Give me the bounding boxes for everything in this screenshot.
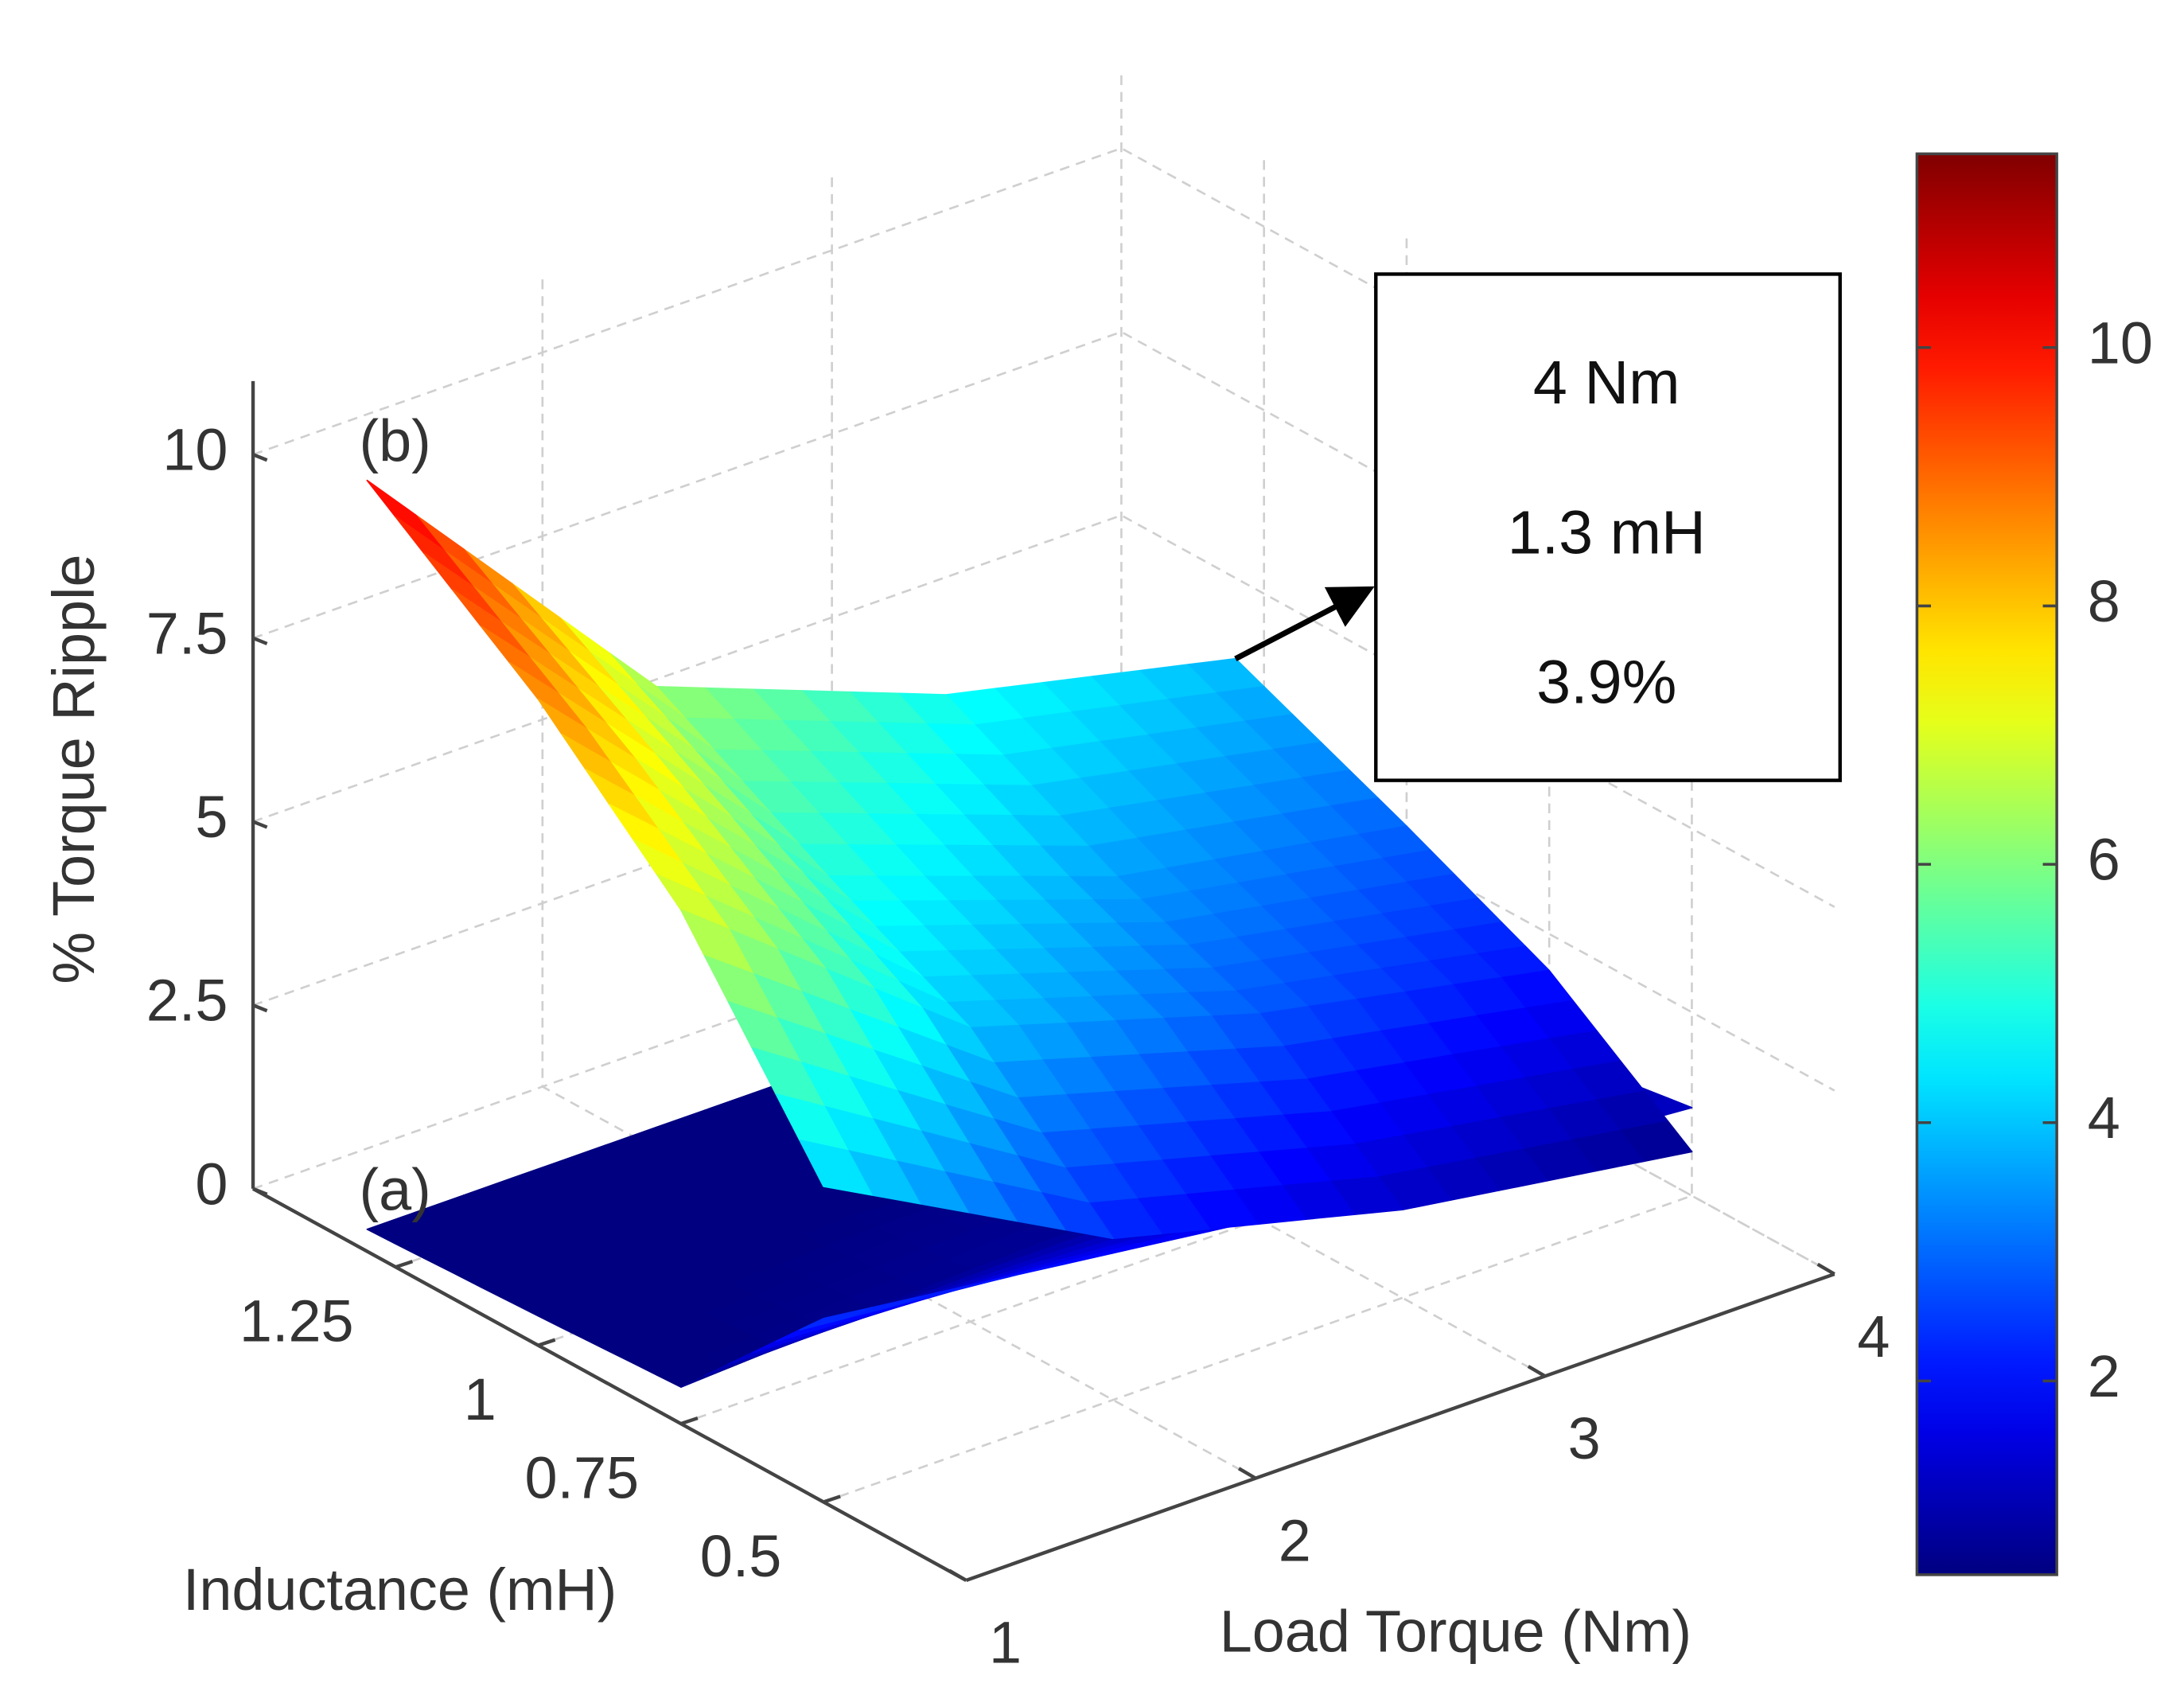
- y-tick-label: 0.75: [524, 1444, 639, 1510]
- annotation-text: 1.3 mH: [1508, 498, 1706, 567]
- surface-patch: [799, 1307, 873, 1331]
- y-tick: [537, 1338, 556, 1347]
- y-tick-label: 1: [464, 1366, 496, 1432]
- z-tick: [252, 1003, 268, 1013]
- colorbar-tick-label: 4: [2088, 1085, 2120, 1151]
- x-tick-label: 2: [1279, 1507, 1311, 1573]
- z-axis-label: % Torque Ripple: [41, 555, 107, 984]
- grid-line: [252, 697, 1836, 1092]
- z-tick: [252, 636, 268, 645]
- y-tick: [395, 1260, 414, 1269]
- z-tick-label: 2.5: [146, 968, 228, 1034]
- annotation-arrow: [1234, 586, 1375, 661]
- y-tick: [823, 1494, 841, 1504]
- surface-patch: [366, 479, 445, 551]
- grid-line: [823, 388, 1693, 1503]
- axes: 1 2 3 4 0.5 0.75 1 1.25 0 2.5 5 7.5 10: [146, 380, 1890, 1676]
- surfaces: [366, 479, 1693, 1388]
- x-tick-label: 1: [989, 1610, 1022, 1676]
- x-tick: [1816, 1262, 1836, 1276]
- x-tick: [948, 1568, 967, 1582]
- y-axis-label: Inductance (mH): [183, 1557, 617, 1623]
- annotation-text: 3.9%: [1536, 648, 1676, 716]
- x-tick: [1527, 1365, 1547, 1378]
- z-tick: [252, 820, 268, 829]
- z-tick-label: 5: [195, 784, 228, 850]
- colorbar-tick-label: 2: [2088, 1343, 2120, 1409]
- colorbar-scale: [1915, 152, 2058, 1576]
- z-tick-label: 7.5: [146, 600, 228, 666]
- y-tick: [680, 1416, 699, 1426]
- x-axis-label: Load Torque (Nm): [1220, 1599, 1692, 1665]
- annotation-text: 4 Nm: [1533, 349, 1680, 417]
- z-tick: [252, 1186, 268, 1196]
- x-tick-label: 3: [1568, 1405, 1601, 1471]
- y-tick-label: 1.25: [239, 1288, 354, 1354]
- x-tick-label: 4: [1857, 1303, 1890, 1370]
- colorbar-tick-label: 8: [2088, 568, 2120, 634]
- colorbar-tick-label: 6: [2088, 827, 2120, 893]
- series-label: (b): [359, 407, 430, 473]
- annotation-box: [1374, 272, 1842, 782]
- colorbar-tick-label: 10: [2088, 310, 2153, 376]
- y-axis: [251, 1186, 967, 1582]
- colorbar: 2 4 6 8 10: [1915, 152, 2153, 1576]
- z-tick-label: 0: [195, 1151, 228, 1217]
- z-tick: [252, 453, 268, 462]
- series-label: (a): [359, 1156, 430, 1222]
- x-axis: [965, 1272, 1836, 1582]
- grid-line: [680, 310, 1551, 1425]
- surface-patch: [799, 1139, 873, 1196]
- y-tick-label: 0.5: [700, 1523, 782, 1589]
- x-tick: [1237, 1467, 1257, 1480]
- z-tick-label: 10: [162, 417, 228, 483]
